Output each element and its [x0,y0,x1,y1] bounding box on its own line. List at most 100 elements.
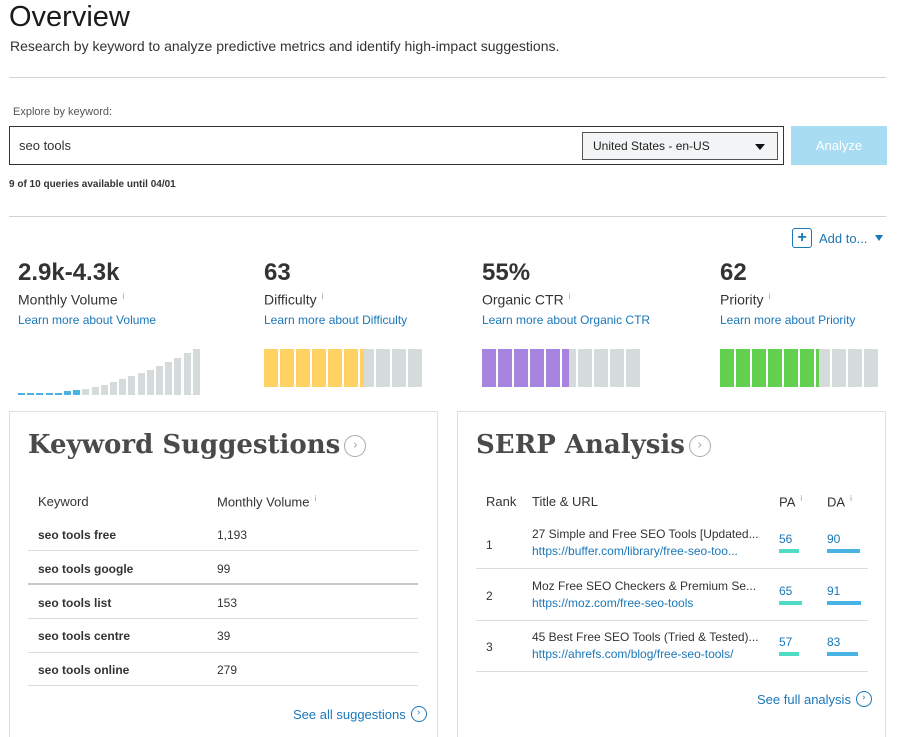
explore-label: Explore by keyword: [13,106,113,118]
volume-trend-bar [192,349,200,395]
domain-authority-score[interactable]: 91 [827,584,841,598]
metric-organic-ctr: 55% Organic CTR i Learn more about Organi… [482,259,650,327]
volume-trend-bar [183,353,191,395]
info-icon[interactable]: i [314,494,317,503]
metric-value: 63 [264,259,291,286]
score-segment [848,349,862,387]
learn-more-link[interactable]: Learn more about Difficulty [264,312,408,327]
see-all-suggestions-link[interactable]: See all suggestions › [293,706,427,722]
page-title: Overview [9,1,130,33]
metric-difficulty: 63 Difficulty i Learn more about Difficul… [264,259,407,327]
score-segment [530,349,544,387]
locale-select[interactable]: United States - en-US [582,132,778,160]
column-header-monthly-volume: Monthly Volume i [217,494,317,510]
queries-remaining-note: 9 of 10 queries available until 04/01 [9,179,176,190]
serp-result-url[interactable]: https://moz.com/free-seo-tools [532,596,694,610]
score-segment [864,349,878,387]
score-segment [376,349,390,387]
learn-more-link[interactable]: Learn more about Priority [720,312,856,327]
locale-select-value: United States - en-US [593,139,710,153]
suggestion-volume: 39 [217,629,231,643]
serp-rank: 3 [486,640,493,654]
divider [9,216,886,217]
volume-trend-bar [128,376,136,395]
row-divider [476,568,868,569]
volume-trend-bar [73,390,81,395]
analyze-button[interactable]: Analyze [791,126,887,165]
row-divider [28,618,418,619]
info-icon[interactable]: i [768,292,771,301]
row-divider [28,550,418,551]
score-segment [360,349,374,387]
row-divider [476,620,868,621]
panel-title: Keyword Suggestions › [28,430,367,460]
suggestion-keyword[interactable]: seo tools google [38,562,134,576]
suggestion-keyword[interactable]: seo tools online [38,663,130,677]
row-divider [28,685,418,686]
organic-ctr-score-bar [482,345,642,387]
volume-trend-bar [174,358,182,395]
metric-monthly-volume: 2.9k-4.3k Monthly Volume i Learn more abo… [18,259,156,327]
metric-label: Monthly Volume i [18,291,125,308]
serp-result-url[interactable]: https://ahrefs.com/blog/free-seo-tools/ [532,647,734,661]
add-to-button[interactable]: + Add to... [792,228,884,248]
difficulty-score-bar [264,345,424,387]
chevron-right-icon: › [410,706,427,722]
page-authority-score[interactable]: 56 [779,532,793,546]
volume-trend-bar [156,366,163,395]
score-segment [498,349,512,387]
learn-more-link[interactable]: Learn more about Volume [18,312,157,327]
page-authority-bar [779,549,799,553]
score-segment [328,349,342,387]
serp-rank: 2 [486,589,493,603]
domain-authority-score[interactable]: 90 [827,532,841,546]
suggestion-keyword[interactable]: seo tools free [38,528,117,542]
domain-authority-bar [827,601,861,605]
info-icon[interactable]: i [321,292,324,301]
serp-result-title: Moz Free SEO Checkers & Premium Se... [532,579,757,593]
info-icon[interactable]: i [850,494,852,503]
keyword-search-box: United States - en-US [9,126,784,165]
domain-authority-bar [827,549,860,553]
score-segment [594,349,608,387]
page-authority-score[interactable]: 57 [779,635,793,649]
volume-trend-bar [27,393,35,395]
volume-trend-bar [18,393,25,395]
score-segment [752,349,766,387]
learn-more-link[interactable]: Learn more about Organic CTR [482,312,651,327]
metric-label: Organic CTR i [482,291,571,308]
row-divider [476,671,868,672]
suggestion-keyword[interactable]: seo tools list [38,596,112,610]
plus-icon: + [792,228,812,248]
divider [9,77,886,78]
column-header-pa: PA i [779,494,803,510]
volume-trend-bar [119,379,127,395]
metric-priority: 62 Priority i Learn more about Priority [720,259,855,327]
score-segment [768,349,782,387]
suggestion-keyword[interactable]: seo tools centre [38,629,131,643]
score-segment [546,349,560,387]
info-icon[interactable]: i [800,494,803,503]
page-authority-score[interactable]: 65 [779,584,793,598]
page-authority-bar [779,601,802,605]
metric-label: Difficulty i [264,291,324,308]
keyword-input[interactable] [10,127,570,164]
priority-score-bar [720,345,880,387]
page-subtitle: Research by keyword to analyze predictiv… [10,38,560,54]
add-to-label: Add to... [819,230,868,246]
keyword-suggestions-panel: Keyword Suggestions › Keyword Monthly Vol… [9,411,438,737]
domain-authority-score[interactable]: 83 [827,635,841,649]
score-segment [784,349,798,387]
serp-result-url[interactable]: https://buffer.com/library/free-seo-too.… [532,544,738,558]
column-header-rank: Rank [486,494,517,509]
see-full-analysis-link[interactable]: See full analysis › [757,691,872,707]
score-segment [578,349,592,387]
suggestion-volume: 279 [217,663,238,677]
serp-result-title: 27 Simple and Free SEO Tools [Updated... [532,527,759,541]
score-segment [264,349,278,387]
info-icon[interactable]: i [122,292,125,301]
chevron-right-icon[interactable]: › [688,435,711,457]
chevron-right-icon[interactable]: › [344,435,367,457]
info-icon[interactable]: i [568,292,571,301]
serp-rank: 1 [486,538,493,552]
